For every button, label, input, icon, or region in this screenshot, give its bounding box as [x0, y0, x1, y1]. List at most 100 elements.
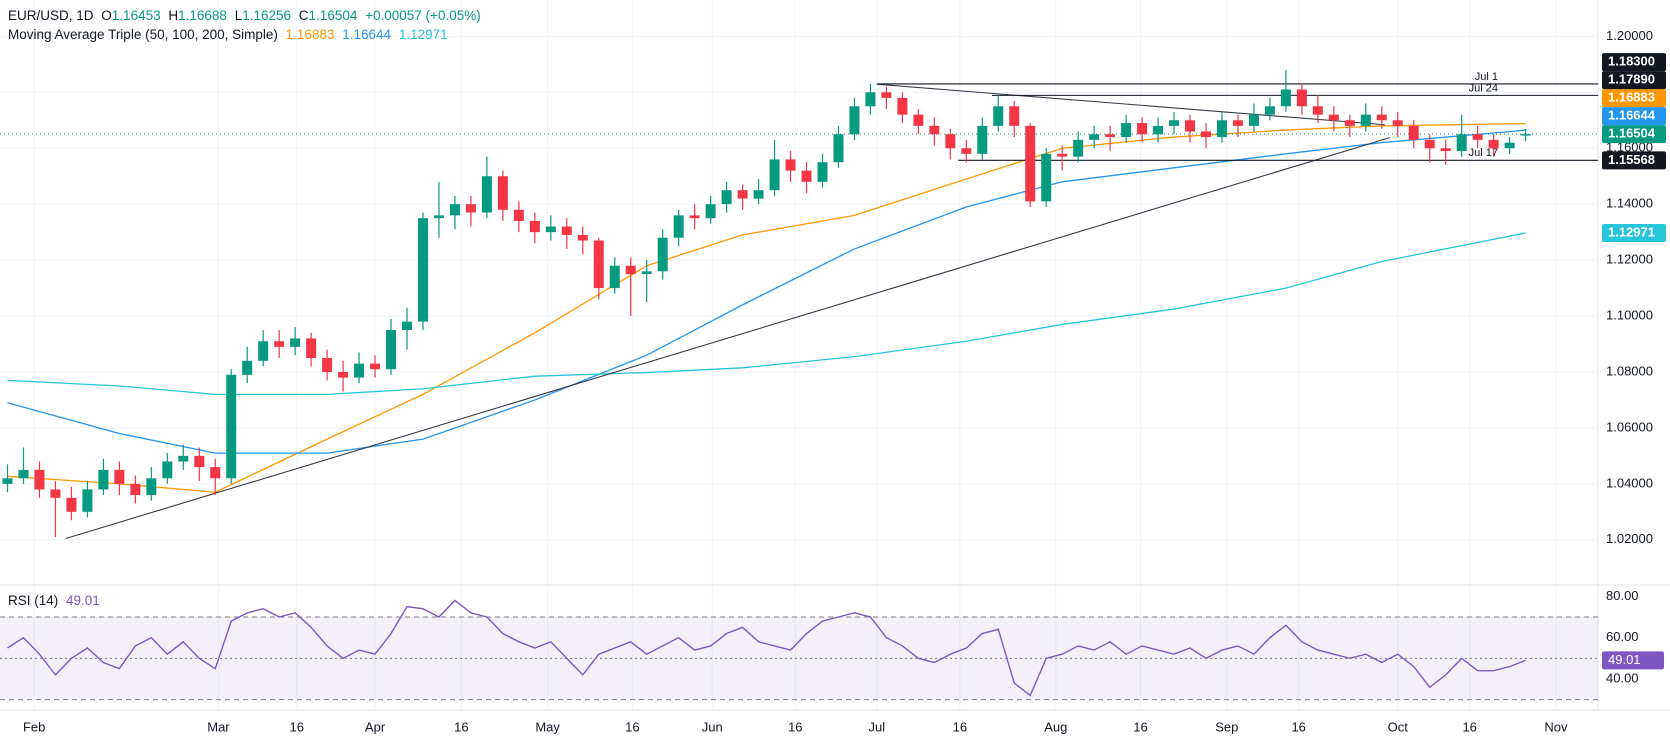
- ma200-value: 1.12971: [398, 27, 448, 42]
- candle-body: [194, 455, 205, 468]
- candle-body: [1232, 120, 1243, 126]
- candle-body: [1248, 114, 1259, 126]
- x-tick-label: 16: [953, 719, 967, 734]
- y-tick-label: 1.14000: [1606, 196, 1653, 211]
- candle-body: [529, 220, 540, 233]
- rsi-tick-label: 80.00: [1606, 588, 1639, 603]
- candle-body: [146, 478, 157, 496]
- candle-body: [402, 321, 413, 331]
- candle-body: [1440, 148, 1451, 152]
- header-ohlc: EUR/USD, 1D O1.16453 H1.16688 L1.16256 C…: [8, 8, 485, 23]
- x-tick-label: 16: [454, 719, 468, 734]
- candle-body: [833, 134, 844, 163]
- candle-body: [593, 240, 604, 289]
- price-label: 1.16883: [1608, 90, 1655, 105]
- candle-body: [609, 265, 620, 289]
- rsi-tick-label: 40.00: [1606, 670, 1639, 685]
- candle-body: [497, 176, 508, 210]
- y-tick-label: 1.04000: [1606, 475, 1653, 490]
- candle-body: [641, 271, 652, 275]
- candle-body: [993, 106, 1004, 126]
- candle-body: [1105, 134, 1116, 138]
- rsi-value: 49.01: [66, 593, 100, 608]
- price-label-box: [1602, 71, 1666, 90]
- x-tick-label: Mar: [207, 719, 230, 734]
- candle-body: [2, 478, 13, 484]
- x-tick-label: Feb: [23, 719, 45, 734]
- moving-average: [7, 129, 1526, 454]
- candle-body: [18, 469, 29, 479]
- y-tick-label: 1.20000: [1606, 28, 1653, 43]
- price-label-box: [1602, 53, 1666, 72]
- x-tick-label: Sep: [1215, 719, 1238, 734]
- candle-body: [913, 114, 924, 126]
- candle-body: [242, 360, 253, 375]
- candle-body: [945, 134, 956, 149]
- candle-body: [98, 469, 109, 490]
- y-tick-label: 1.02000: [1606, 531, 1653, 546]
- candle-body: [1408, 125, 1419, 140]
- candle-body: [577, 234, 588, 241]
- price-label: 1.12971: [1608, 224, 1655, 239]
- candle-body: [433, 215, 444, 219]
- candle-body: [1137, 123, 1148, 135]
- header-rsi: RSI (14) 49.01: [8, 593, 104, 608]
- candle-body: [1312, 106, 1323, 115]
- candle-body: [1296, 89, 1307, 107]
- x-tick-label: Jul: [869, 719, 886, 734]
- moving-average: [7, 122, 1526, 493]
- x-tick-label: Nov: [1544, 719, 1568, 734]
- price-label: 1.15568: [1608, 152, 1655, 167]
- candle-body: [545, 226, 556, 233]
- candle-body: [865, 92, 876, 107]
- high-value: 1.16688: [178, 8, 227, 23]
- candle-body: [258, 341, 269, 361]
- moving-average: [7, 232, 1526, 396]
- ma50-value: 1.16883: [285, 27, 335, 42]
- y-tick-label: 1.16000: [1606, 140, 1653, 155]
- open-value: 1.16453: [111, 8, 161, 23]
- price-label: 1.18300: [1608, 54, 1655, 69]
- candle-body: [513, 209, 524, 221]
- candle-body: [130, 483, 141, 496]
- candle-body: [753, 190, 764, 199]
- level-label: Jul 1: [1475, 71, 1498, 83]
- x-tick-label: 16: [290, 719, 304, 734]
- x-tick-label: 16: [1291, 719, 1305, 734]
- candle-body: [1121, 123, 1132, 138]
- candle-body: [1264, 106, 1275, 115]
- candle-body: [769, 159, 780, 191]
- x-tick-label: Jun: [702, 719, 723, 734]
- candle-body: [929, 125, 940, 135]
- y-tick-label: 1.06000: [1606, 419, 1653, 434]
- x-tick-label: 16: [788, 719, 802, 734]
- candle-body: [1185, 120, 1196, 132]
- candle-body: [1376, 114, 1387, 121]
- candle-body: [1201, 131, 1212, 138]
- ma-title: Moving Average Triple (50, 100, 200, Sim…: [8, 27, 278, 42]
- x-tick-label: May: [535, 719, 560, 734]
- candle-body: [1424, 139, 1435, 149]
- o-label: O: [101, 8, 112, 23]
- low-value: 1.16256: [242, 8, 292, 23]
- candle-body: [290, 338, 301, 347]
- c-label: C: [298, 8, 309, 23]
- candle-body: [1520, 134, 1531, 136]
- candle-body: [34, 469, 45, 490]
- candle-body: [178, 455, 189, 462]
- candle-body: [465, 204, 476, 213]
- ma100-value: 1.16644: [342, 27, 392, 42]
- candle-body: [1360, 114, 1371, 126]
- candle-body: [897, 97, 908, 115]
- price-label-box: [1602, 107, 1666, 126]
- candle-body: [210, 467, 221, 479]
- candle-body: [849, 106, 860, 135]
- candle-body: [417, 218, 428, 322]
- price-label-box: [1602, 89, 1666, 108]
- x-tick-label: 16: [1133, 719, 1147, 734]
- candle-body: [625, 265, 636, 275]
- rsi-label-box: [1602, 651, 1664, 670]
- candle-body: [705, 204, 716, 219]
- price-label: 1.17890: [1608, 72, 1655, 87]
